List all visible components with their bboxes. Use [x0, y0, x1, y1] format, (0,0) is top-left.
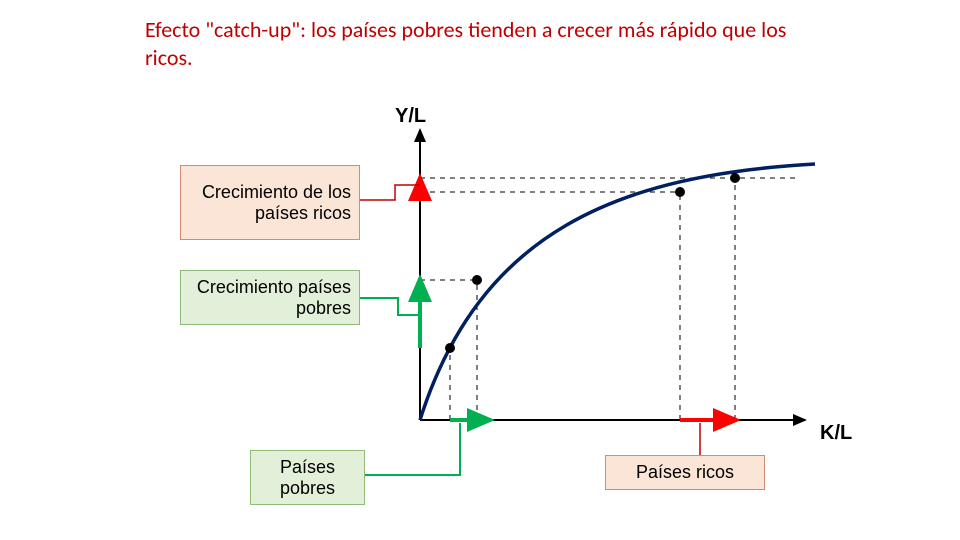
chart-svg	[0, 0, 960, 540]
